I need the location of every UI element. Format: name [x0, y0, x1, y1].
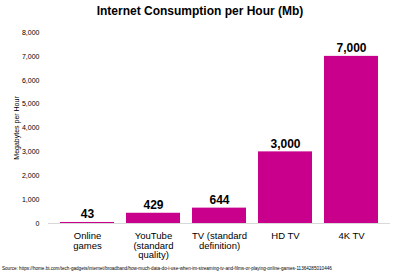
svg-text:1,000: 1,000: [22, 196, 40, 203]
svg-text:Megabytes per Hour: Megabytes per Hour: [13, 96, 21, 160]
svg-text:Onlinegames: Onlinegames: [73, 230, 102, 251]
svg-text:0: 0: [36, 220, 40, 227]
svg-text:4,000: 4,000: [22, 124, 40, 131]
svg-text:7,000: 7,000: [336, 41, 366, 55]
svg-text:429: 429: [143, 198, 163, 212]
svg-text:3,000: 3,000: [270, 137, 300, 151]
svg-text:3,000: 3,000: [22, 148, 40, 155]
svg-text:HD TV: HD TV: [271, 230, 300, 241]
svg-text:5,000: 5,000: [22, 100, 40, 107]
html-text:Source: https://home.bt.com/te: Source: https://home.bt.com/tech-gadgets…: [2, 266, 332, 271]
svg-text:6,000: 6,000: [22, 76, 40, 83]
svg-text:8,000: 8,000: [22, 29, 40, 36]
html-text:Internet Consumption per Hour: Internet Consumption per Hour (Mb): [96, 4, 304, 18]
svg-text:7,000: 7,000: [22, 53, 40, 60]
svg-text:YouTube(standardquality): YouTube(standardquality): [133, 230, 173, 260]
svg-text:TV (standarddefinition): TV (standarddefinition): [192, 230, 247, 251]
svg-text:43: 43: [81, 207, 95, 221]
svg-text:2,000: 2,000: [22, 172, 40, 179]
svg-text:644: 644: [209, 193, 229, 207]
svg-text:4K TV: 4K TV: [338, 230, 365, 241]
